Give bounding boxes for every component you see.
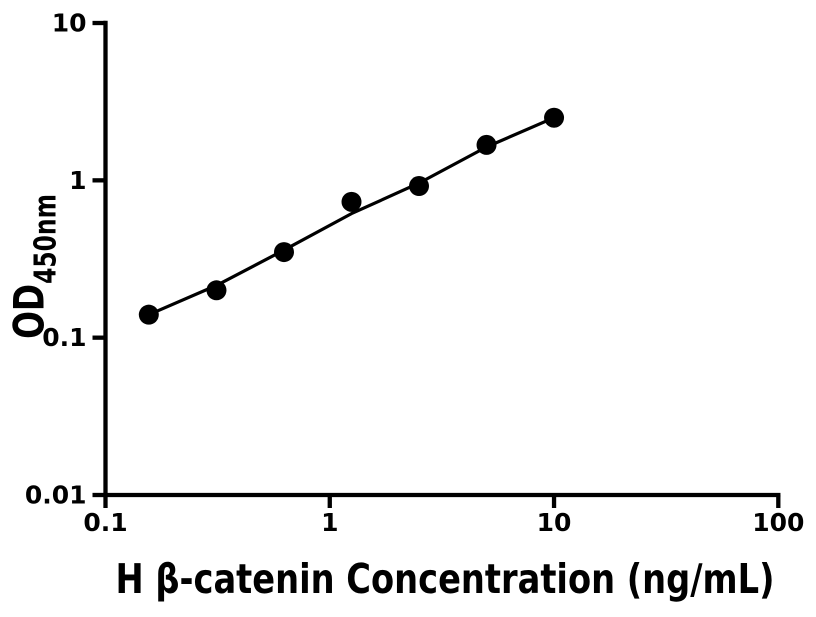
x-axis-title: H β-catenin Concentration (ng/mL) [116, 555, 775, 603]
data-point [341, 191, 362, 212]
data-point [206, 280, 227, 301]
data-point [409, 176, 430, 197]
y-tick-label: 1 [69, 166, 86, 195]
x-tick-label: 10 [537, 508, 572, 537]
data-point [544, 107, 565, 128]
y-tick-label: 0.01 [25, 481, 87, 510]
data-points-group [138, 107, 565, 325]
y-tick-label: 10 [52, 9, 87, 38]
data-point [476, 134, 497, 155]
y-axis-title-subscript: 450nm [29, 194, 64, 284]
x-tick-label: 0.1 [83, 508, 127, 537]
x-tick-label: 100 [752, 508, 804, 537]
y-axis-title: OD450nm [4, 194, 63, 339]
y-axis-title-main: OD [4, 284, 53, 339]
axis-ticks [92, 20, 781, 508]
x-tick-label: 1 [321, 508, 338, 537]
data-point [273, 242, 294, 263]
data-point [138, 304, 159, 325]
axes [103, 20, 781, 498]
y-tick-label: 0.1 [42, 323, 86, 352]
